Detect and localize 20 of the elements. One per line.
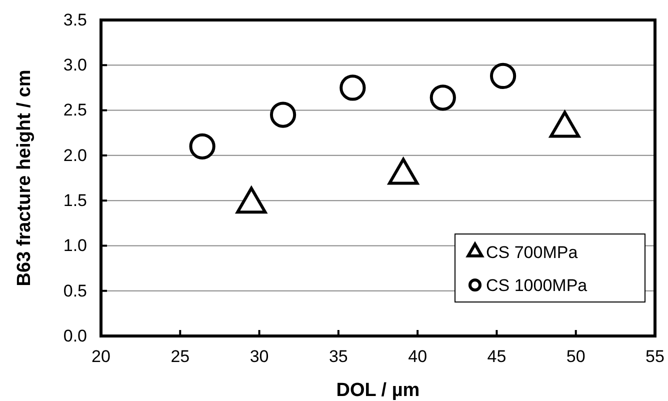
x-tick-label: 30 xyxy=(250,347,269,366)
x-axis-title: DOL / µm xyxy=(336,380,420,401)
x-tick-label: 35 xyxy=(328,347,348,366)
legend-label: CS 1000MPa xyxy=(486,276,588,295)
x-tick-label: 50 xyxy=(566,347,586,366)
x-tick-label: 55 xyxy=(646,347,664,366)
y-tick-label: 0.0 xyxy=(63,326,87,346)
y-tick-label: 1.0 xyxy=(63,236,87,256)
y-tick-label: 3.5 xyxy=(63,10,87,30)
y-tick-label: 1.5 xyxy=(63,191,87,210)
x-tick-label: 40 xyxy=(408,347,428,366)
y-tick-label: 2.5 xyxy=(63,100,87,120)
y-tick-label: 0.5 xyxy=(63,281,87,300)
x-tick-label: 25 xyxy=(170,347,190,366)
y-axis-title: B63 fracture height / cm xyxy=(14,70,35,286)
y-tick-label: 2.0 xyxy=(63,146,87,165)
x-tick-label: 45 xyxy=(487,347,506,366)
x-tick-label: 20 xyxy=(92,347,110,366)
y-tick-label: 3.0 xyxy=(63,56,87,75)
legend-label: CS 700MPa xyxy=(486,243,578,262)
